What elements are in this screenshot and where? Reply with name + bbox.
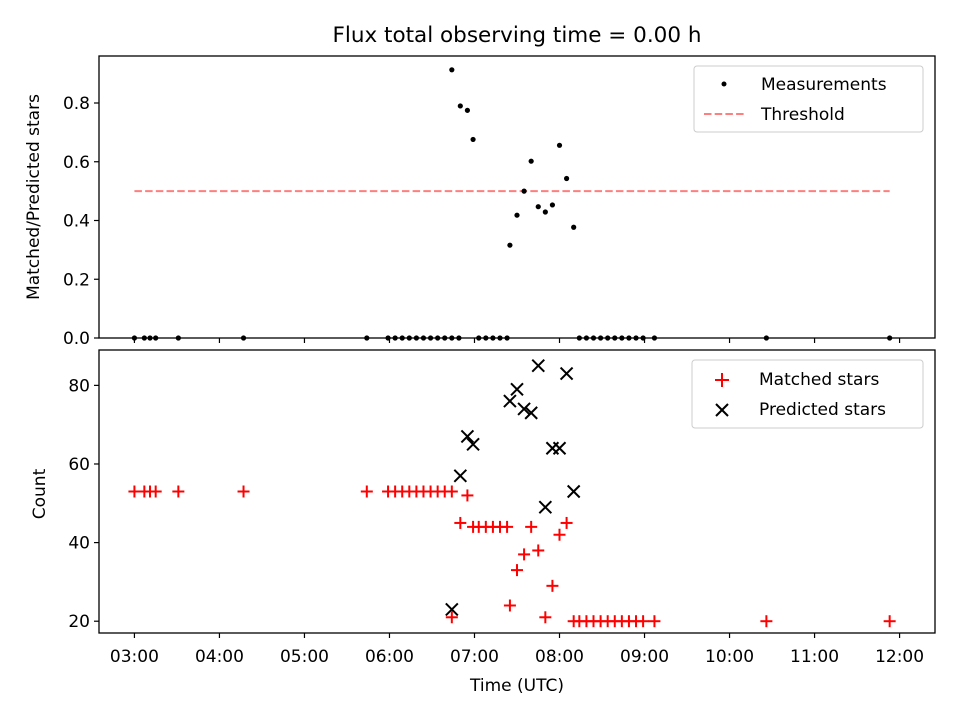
y-tick-label: 40: [68, 534, 90, 554]
measurement-point: [470, 136, 476, 143]
measurement-point: [507, 242, 513, 248]
matched-star-point: [883, 615, 896, 628]
matched-star-point: [539, 611, 552, 624]
matched-star-point: [518, 548, 531, 561]
predicted-star-point: [517, 402, 531, 416]
measurement-point: [549, 202, 556, 208]
measurements-legend-label: Measurements: [761, 75, 887, 95]
predicted-stars-legend-label: Predicted stars: [759, 400, 886, 420]
top-axes: 0.00.20.40.60.8 Matched/Predicted stars …: [24, 55, 936, 349]
predicted-star-point: [466, 437, 480, 452]
measurement-point: [528, 158, 534, 164]
x-tick-label: 07:00: [450, 647, 499, 667]
predicted-star-point: [538, 500, 553, 514]
matched-star-point: [445, 611, 458, 624]
measurement-point: [542, 209, 548, 215]
measurement-point: [457, 103, 463, 109]
y-tick-label: 20: [68, 612, 90, 632]
measurement-point: [556, 142, 563, 148]
predicted-star-point: [453, 469, 468, 483]
top-ticks: 0.0 0.2 0.4 0.6 0.8: [63, 94, 901, 349]
predicted-star-point: [510, 382, 524, 397]
x-tick-label: 09:00: [620, 647, 669, 667]
bottom-ticks: 20 40 60 80 03:00 04:00 05:00 06:00 07:00 08:00 09…: [68, 376, 924, 667]
x-tick-label: 05:00: [280, 647, 329, 667]
x-tick-label: 11:00: [790, 647, 839, 667]
y-tick-label: 80: [68, 376, 90, 396]
matched-star-point: [172, 485, 185, 498]
x-tick-label: 03:00: [110, 647, 159, 667]
y-tick-label: 0.0: [63, 329, 90, 349]
matched-star-point: [525, 520, 538, 533]
x-tick-label: 12:00: [875, 647, 924, 667]
x-tick-label: 10:00: [705, 647, 754, 667]
matched-star-point: [648, 615, 661, 628]
predicted-star-point: [559, 366, 574, 381]
y-tick-label: 0.2: [63, 270, 90, 290]
bottom-marks: [128, 359, 896, 628]
matched-star-point: [511, 564, 523, 577]
x-tick-label: 04:00: [195, 647, 244, 667]
predicted-star-point: [566, 484, 581, 499]
matched-star-point: [553, 528, 566, 541]
measurements-legend-marker: [721, 81, 727, 87]
matched-star-point: [503, 599, 516, 612]
matched-star-point: [501, 520, 514, 533]
x-tick-label: 08:00: [535, 647, 584, 667]
predicted-star-point: [460, 429, 475, 444]
predicted-star-point: [531, 359, 545, 373]
bottom-legend-frame: [691, 359, 924, 429]
matched-star-point: [360, 485, 373, 498]
y-tick-label: 0.4: [63, 212, 90, 232]
matched-stars-legend-marker: [715, 373, 729, 387]
predicted-star-point: [524, 406, 538, 420]
top-legend-frame: [693, 65, 924, 133]
top-axes-frame: [98, 55, 936, 339]
measurement-point: [514, 212, 520, 218]
top-legend: Measurements Threshold: [693, 65, 924, 133]
predicted-star-point: [445, 602, 459, 617]
matched-star-point: [637, 615, 650, 628]
measurement-point: [571, 224, 577, 230]
x-tick-label: 06:00: [365, 647, 414, 667]
bottom-axes: 20 40 60 80 03:00 04:00 05:00 06:00 07:00 08:00 09…: [30, 349, 936, 696]
y-tick-label: 0.8: [63, 94, 90, 114]
matched-star-point: [445, 485, 458, 498]
threshold-legend-label: Threshold: [760, 105, 845, 125]
figure-title: Flux total observing time = 0.00 h: [333, 23, 702, 48]
measurement-point: [563, 175, 570, 182]
bottom-axes-frame: [98, 349, 936, 634]
measurement-point: [535, 204, 541, 210]
matched-stars-legend-label: Matched stars: [759, 370, 879, 390]
matched-star-point: [560, 516, 573, 529]
matched-star-point: [546, 579, 559, 592]
matched-star-point: [149, 485, 162, 498]
measurement-point: [449, 67, 455, 73]
matched-star-point: [461, 489, 474, 502]
matched-star-point: [237, 485, 250, 498]
x-axis-label: Time (UTC): [469, 676, 564, 696]
matched-star-point: [454, 516, 467, 529]
measurement-point: [464, 107, 471, 113]
bottom-legend: Matched stars Predicted stars: [691, 359, 924, 429]
matched-star-point: [760, 615, 773, 628]
measurement-point: [521, 188, 527, 194]
y-tick-label: 60: [68, 455, 90, 475]
predicted-star-point: [552, 441, 567, 455]
predicted-stars-legend-marker: [715, 403, 729, 417]
y-tick-label: 0.6: [63, 153, 90, 173]
top-y-axis-label: Matched/Predicted stars: [24, 94, 44, 300]
predicted-star-point: [503, 394, 517, 408]
bottom-y-axis-label: Count: [30, 468, 50, 519]
matched-star-point: [532, 544, 545, 557]
